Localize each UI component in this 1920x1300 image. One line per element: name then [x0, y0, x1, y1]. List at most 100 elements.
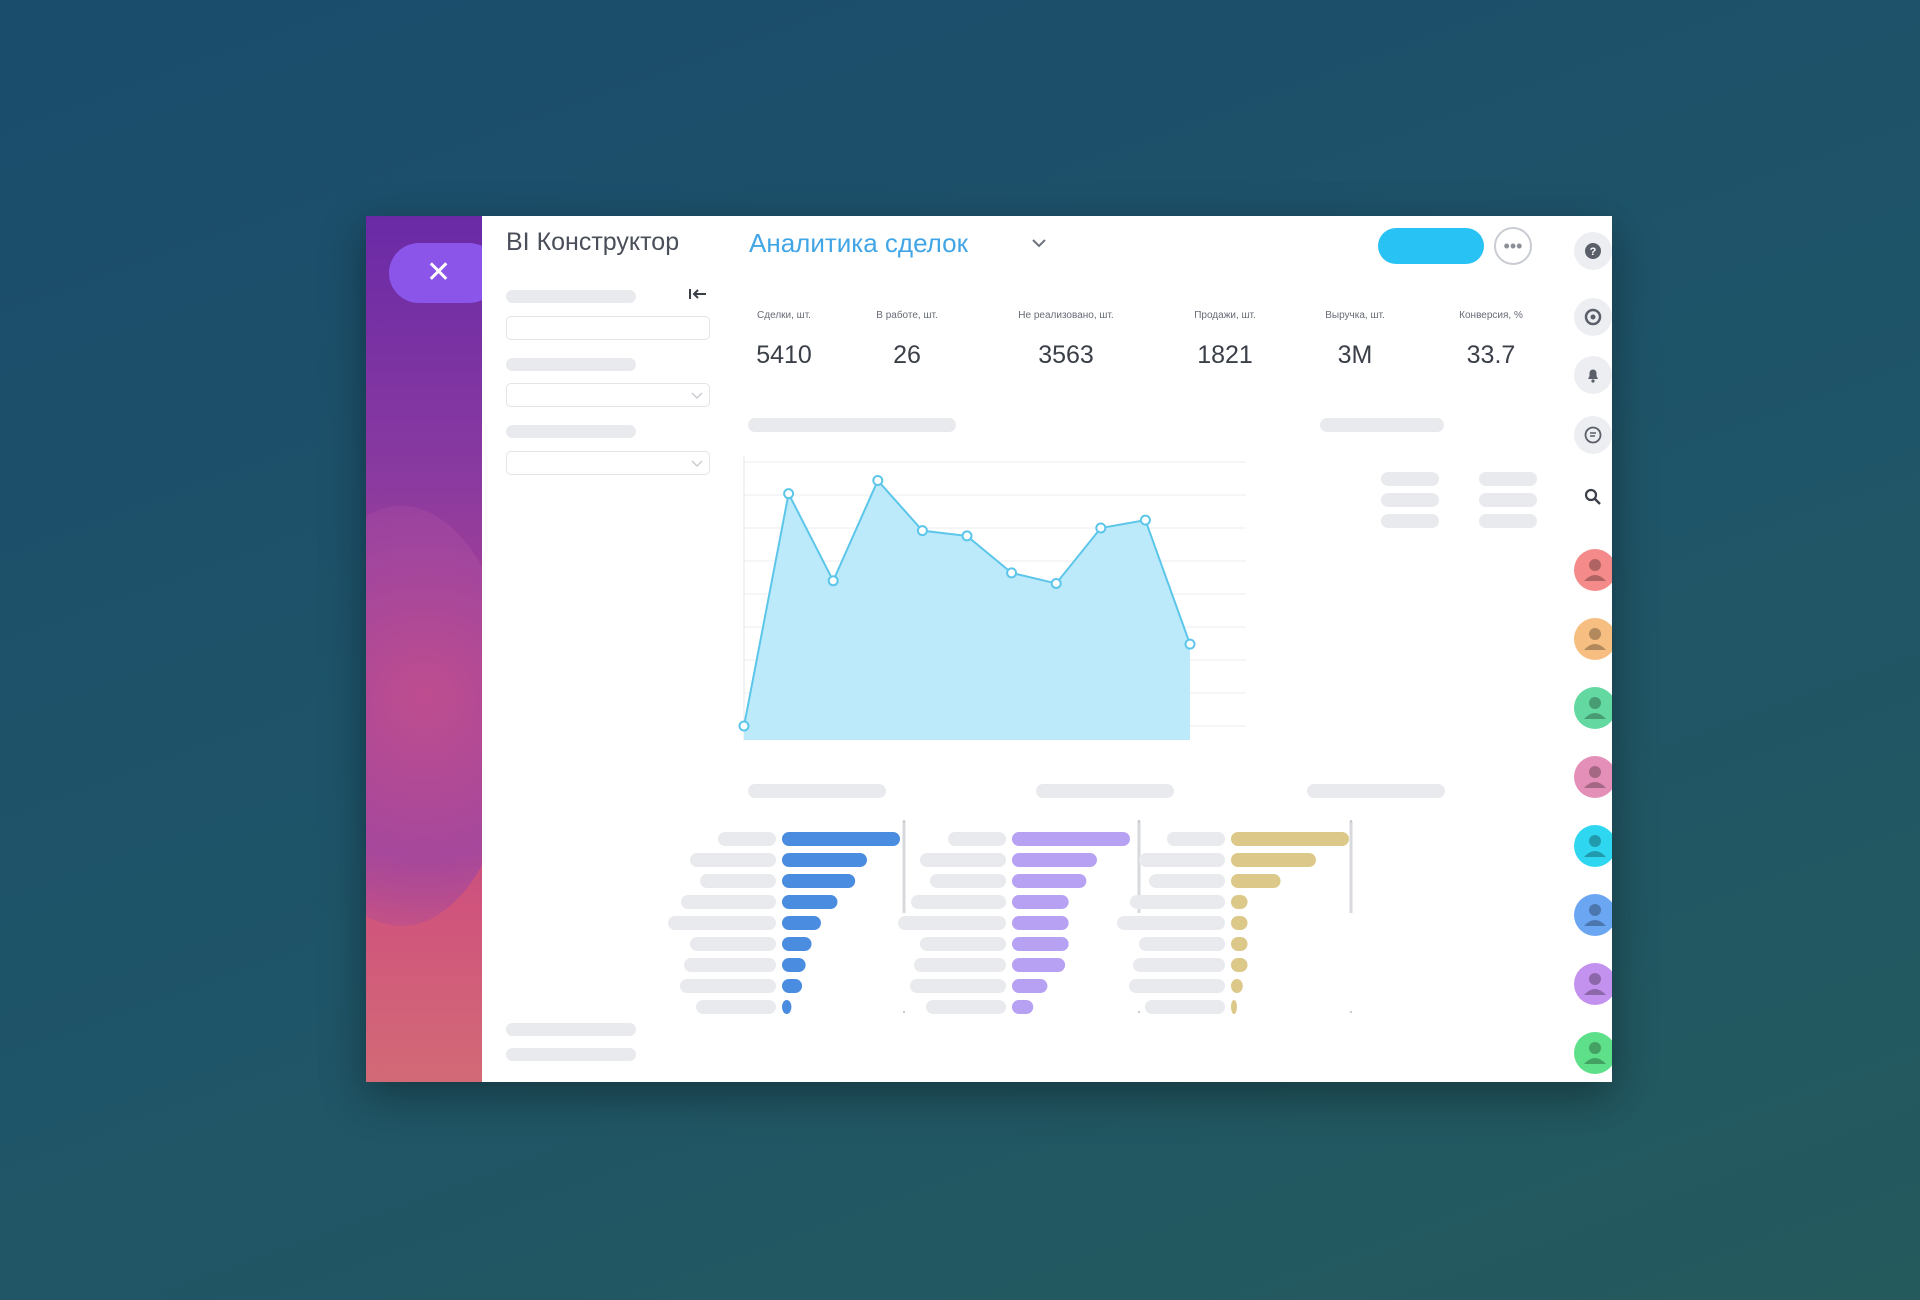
bar-label-placeholder — [948, 832, 1006, 846]
user-icon — [1584, 1042, 1606, 1064]
collapse-panel-icon[interactable] — [688, 286, 708, 302]
avatar[interactable] — [1574, 825, 1612, 867]
avatar[interactable] — [1574, 894, 1612, 936]
app-title: BI Конструктор — [506, 228, 680, 256]
kpi-revenue: Выручка, шт. 3М — [1300, 310, 1410, 370]
bar — [1231, 958, 1248, 972]
filter-input[interactable] — [506, 316, 710, 340]
kpi-label: Продажи, шт. — [1194, 310, 1256, 321]
avatar[interactable] — [1574, 963, 1612, 1005]
kpi-label: В работе, шт. — [876, 310, 938, 321]
chevron-down-icon — [691, 392, 703, 400]
bar — [782, 916, 821, 930]
bar-label-placeholder — [1117, 916, 1225, 930]
bar — [1012, 937, 1069, 951]
bar — [1231, 874, 1281, 888]
kpi-sales: Продажи, шт. 1821 — [1170, 310, 1280, 370]
bar-label-placeholder — [1145, 1000, 1225, 1014]
svg-text:?: ? — [1590, 246, 1597, 258]
kpi-label: Сделки, шт. — [757, 310, 811, 321]
chevron-down-icon[interactable] — [1028, 232, 1050, 254]
bar — [1012, 979, 1048, 993]
bar — [1012, 895, 1069, 909]
kpi-value: 1821 — [1197, 341, 1253, 369]
report-title-dropdown[interactable]: Аналитика сделок — [749, 228, 968, 258]
bar-label-placeholder — [1129, 979, 1225, 993]
bar — [1231, 853, 1316, 867]
kpi-label: Не реализовано, шт. — [1018, 310, 1114, 321]
legend-placeholder — [1381, 493, 1439, 507]
close-icon: ✕ — [426, 256, 452, 289]
bar-label-placeholder — [684, 958, 776, 972]
data-point — [916, 525, 928, 537]
series-line — [743, 478, 1191, 727]
data-point — [872, 474, 884, 486]
area-fill — [744, 480, 1190, 740]
bar-label-placeholder — [1139, 937, 1225, 951]
avatar[interactable] — [1574, 1032, 1612, 1074]
bar — [1231, 895, 1248, 909]
bar — [782, 853, 867, 867]
avatar[interactable] — [1574, 756, 1612, 798]
avatar[interactable] — [1574, 618, 1612, 660]
search-button[interactable] — [1574, 478, 1612, 516]
bar — [1012, 832, 1130, 846]
bar-label-placeholder — [690, 937, 776, 951]
bar-label-placeholder — [911, 895, 1006, 909]
help-icon: ? — [1585, 243, 1601, 259]
bar-label-placeholder — [926, 1000, 1006, 1014]
sync-icon — [1584, 308, 1602, 326]
legend-placeholder — [1479, 514, 1537, 528]
footer-placeholder — [506, 1023, 636, 1036]
bar-label-placeholder — [1167, 832, 1225, 846]
bar-label-placeholder — [930, 874, 1006, 888]
sync-button[interactable] — [1574, 298, 1612, 336]
kpi-deals: Сделки, шт. 5410 — [729, 310, 839, 370]
primary-action-button[interactable] — [1378, 228, 1484, 264]
data-point — [783, 488, 795, 500]
user-icon — [1584, 766, 1606, 788]
kpi-value: 26 — [893, 341, 921, 369]
bar-chart-title-placeholder — [1307, 784, 1445, 798]
bell-button[interactable] — [1574, 356, 1612, 394]
filter-label-placeholder — [506, 358, 636, 371]
bar — [1231, 832, 1349, 846]
bar-label-placeholder — [718, 832, 776, 846]
kpi-value: 3563 — [1038, 341, 1094, 369]
bar-label-placeholder — [920, 853, 1006, 867]
user-icon — [1584, 628, 1606, 650]
backdrop-shape — [366, 506, 482, 926]
legend-placeholder — [1381, 514, 1439, 528]
avatar[interactable] — [1574, 549, 1612, 591]
footer-placeholder — [506, 1048, 636, 1061]
data-point — [1095, 522, 1107, 534]
bar-label-placeholder — [1149, 874, 1225, 888]
bar-label-placeholder — [696, 1000, 776, 1014]
filter-select[interactable] — [506, 451, 710, 475]
kpi-not-realized: Не реализовано, шт. 3563 — [1011, 310, 1121, 370]
bar — [1231, 1000, 1237, 1014]
bar — [1012, 958, 1066, 972]
data-point — [1006, 567, 1018, 579]
kpi-value: 5410 — [756, 341, 812, 369]
help-button[interactable]: ? — [1574, 232, 1612, 270]
right-rail: ? — [1566, 216, 1612, 1082]
avatar[interactable] — [1574, 687, 1612, 729]
filter-label-placeholder — [506, 425, 636, 438]
bi-window: ✕ BI Конструктор Аналитика сделок ••• — [366, 216, 1612, 1082]
bar-label-placeholder — [1130, 895, 1225, 909]
bar-chart-title-placeholder — [748, 784, 886, 798]
user-icon — [1584, 697, 1606, 719]
bar — [782, 979, 803, 993]
user-icon — [1584, 904, 1606, 926]
close-button[interactable]: ✕ — [389, 243, 482, 303]
data-point — [961, 530, 973, 542]
bar — [782, 895, 838, 909]
filter-select[interactable] — [506, 383, 710, 407]
bar — [782, 832, 900, 846]
bar-label-placeholder — [910, 979, 1006, 993]
chat-button[interactable] — [1574, 416, 1612, 454]
filter-label-placeholder — [506, 290, 636, 303]
more-options-button[interactable]: ••• — [1494, 227, 1532, 265]
bar-label-placeholder — [914, 958, 1006, 972]
